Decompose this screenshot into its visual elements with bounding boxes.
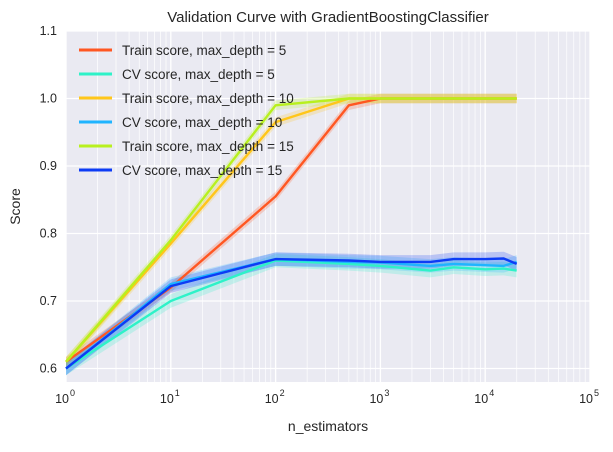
x-tick-exponent: 0 (70, 388, 75, 398)
x-tick-label: 10 0 (55, 388, 75, 406)
x-tick-base: 10 (160, 392, 174, 406)
legend-label: CV score, max_depth = 10 (122, 115, 282, 130)
plot-background (66, 31, 590, 382)
series-band (66, 253, 517, 376)
legend-label: CV score, max_depth = 15 (122, 163, 282, 178)
grid-lines (65, 30, 591, 382)
y-tick-labels: 0.6 0.7 0.8 0.9 1.0 1.1 (40, 24, 57, 376)
y-tick-label: 0.6 (40, 362, 57, 376)
x-tick-base: 10 (265, 392, 279, 406)
x-tick-label: 10 5 (579, 388, 599, 406)
legend-label: Train score, max_depth = 5 (122, 43, 286, 58)
legend-item: CV score, max_depth = 10 (79, 115, 282, 130)
chart-title: Validation Curve with GradientBoostingCl… (167, 9, 489, 26)
x-tick-label: 10 3 (369, 388, 389, 406)
x-tick-label: 10 2 (265, 388, 285, 406)
legend-label: Train score, max_depth = 10 (122, 91, 294, 106)
series-line (65, 259, 517, 370)
x-tick-base: 10 (474, 392, 488, 406)
legend-label: Train score, max_depth = 15 (122, 139, 294, 154)
y-tick-label: 0.8 (40, 227, 57, 241)
legend-item: Train score, max_depth = 10 (79, 91, 294, 106)
y-axis-label: Score (7, 188, 23, 225)
x-tick-label: 10 1 (160, 388, 180, 406)
legend-item: CV score, max_depth = 5 (79, 67, 275, 82)
x-tick-base: 10 (579, 392, 593, 406)
x-tick-labels: 10 0 10 1 10 2 10 3 10 4 10 5 (55, 388, 599, 406)
x-tick-exponent: 5 (594, 388, 599, 398)
series-line (65, 257, 518, 370)
x-tick-base: 10 (369, 392, 383, 406)
series-lines (65, 97, 518, 370)
x-tick-exponent: 2 (280, 388, 285, 398)
legend-item: CV score, max_depth = 15 (79, 163, 282, 178)
y-tick-label: 1.1 (40, 24, 57, 38)
legend-label: CV score, max_depth = 5 (122, 67, 275, 82)
series-line (65, 97, 517, 363)
x-tick-exponent: 3 (384, 388, 389, 398)
y-tick-label: 0.7 (40, 294, 57, 308)
legend-item: Train score, max_depth = 5 (79, 43, 286, 58)
legend: Train score, max_depth = 5 CV score, max_… (79, 43, 294, 178)
x-tick-base: 10 (55, 392, 69, 406)
legend-item: Train score, max_depth = 15 (79, 139, 294, 154)
x-tick-label: 10 4 (474, 388, 494, 406)
y-tick-label: 1.0 (40, 92, 57, 106)
y-tick-label: 0.9 (40, 159, 57, 173)
x-tick-exponent: 1 (175, 388, 180, 398)
x-axis-label: n_estimators (288, 418, 368, 434)
x-tick-exponent: 4 (489, 388, 494, 398)
